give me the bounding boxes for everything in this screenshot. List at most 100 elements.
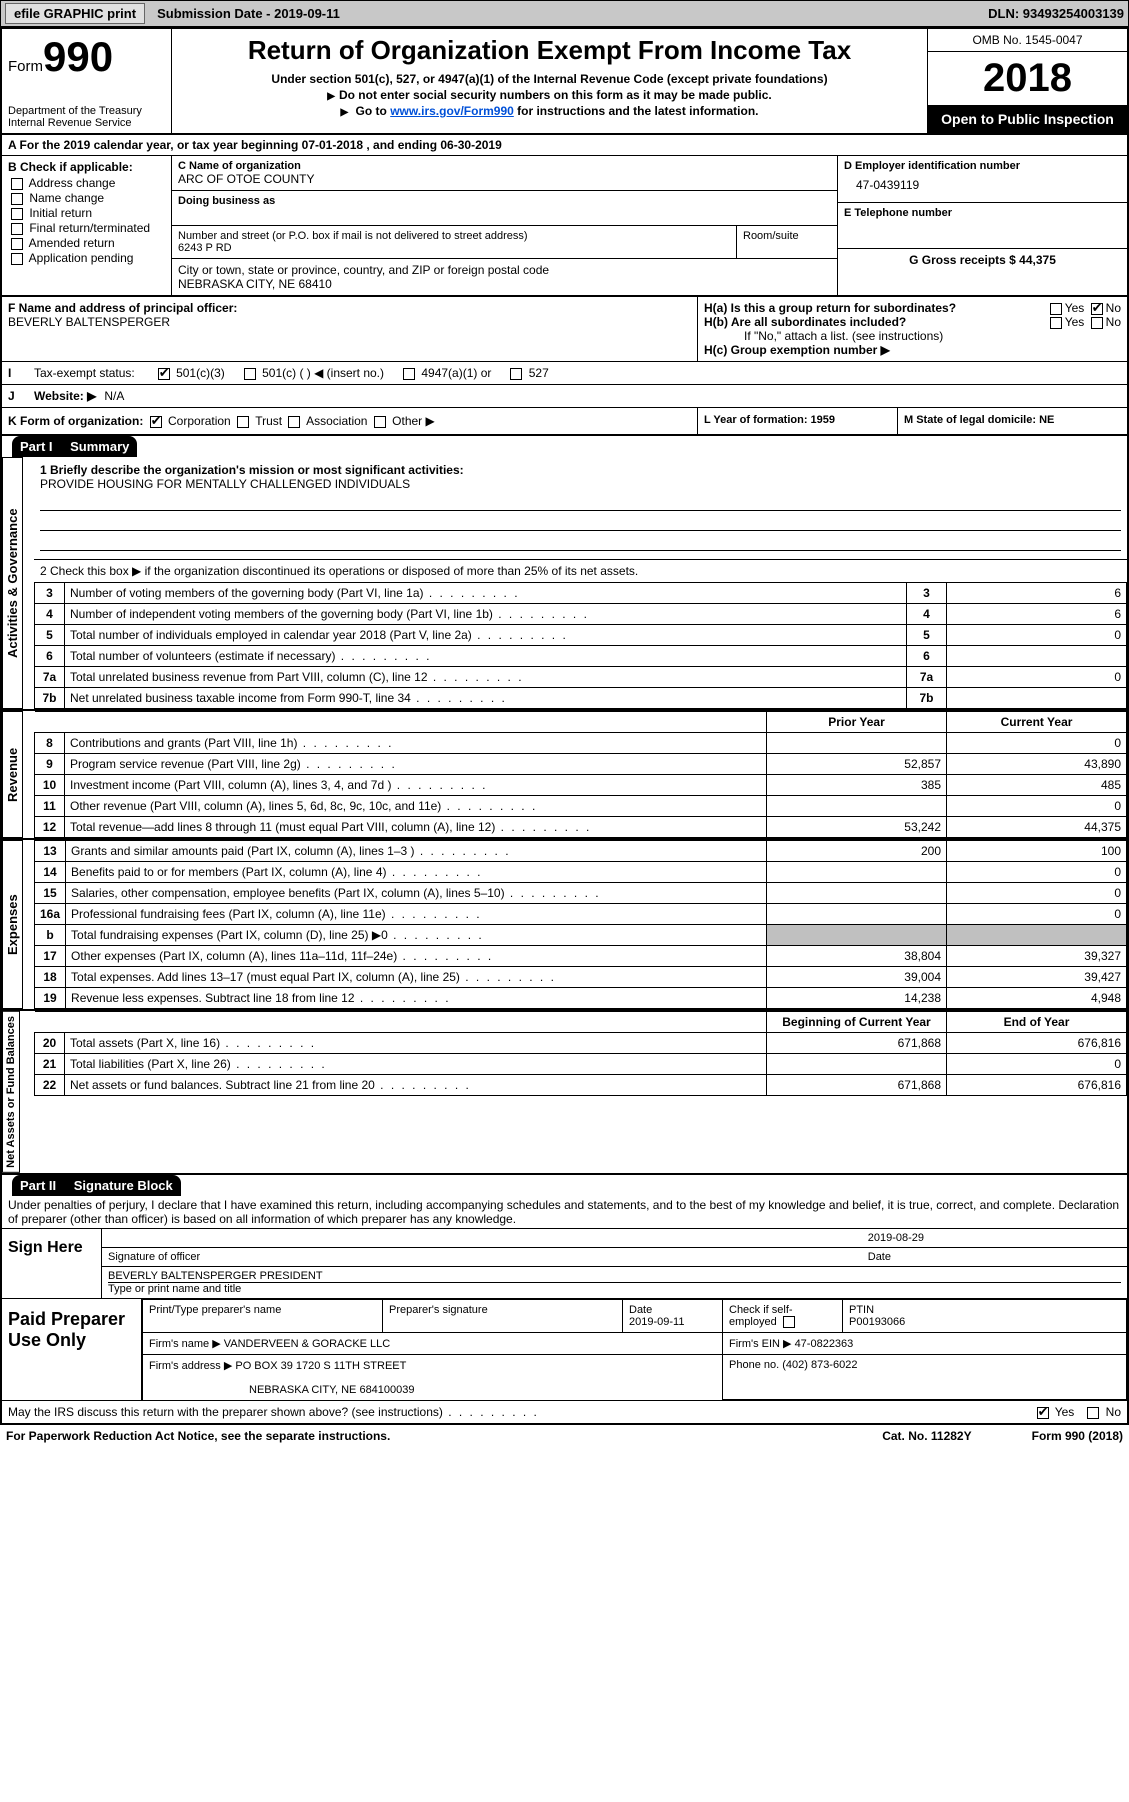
beginning-value: 671,868 bbox=[767, 1075, 947, 1096]
governance-block: Activities & Governance 1 Briefly descri… bbox=[2, 457, 1127, 711]
cb-trust[interactable] bbox=[237, 416, 249, 428]
side-expenses: Expenses bbox=[2, 840, 23, 1009]
cb-address-change[interactable]: Address change bbox=[8, 176, 165, 190]
instructions-link[interactable]: www.irs.gov/Form990 bbox=[390, 104, 514, 118]
expenses-table: 13 Grants and similar amounts paid (Part… bbox=[34, 840, 1127, 1009]
prior-year-value bbox=[767, 925, 947, 946]
prior-year-value: 53,242 bbox=[767, 817, 947, 838]
line-number: 18 bbox=[35, 967, 66, 988]
line-number: 6 bbox=[35, 646, 65, 667]
cb-4947[interactable] bbox=[403, 368, 415, 380]
side-revenue: Revenue bbox=[2, 711, 23, 838]
end-value: 676,816 bbox=[947, 1075, 1127, 1096]
cb-application-pending[interactable]: Application pending bbox=[8, 251, 165, 265]
sig-date-label: Date bbox=[868, 1251, 1121, 1263]
hb-no: No bbox=[1106, 315, 1121, 329]
prior-year-header: Prior Year bbox=[767, 712, 947, 733]
address-row: Number and street (or P.O. box if mail i… bbox=[172, 226, 837, 259]
mission-block: 1 Briefly describe the organization's mi… bbox=[34, 457, 1127, 560]
line-label: Number of independent voting members of … bbox=[65, 604, 907, 625]
cb-corporation[interactable] bbox=[150, 416, 162, 428]
phone-label: E Telephone number bbox=[844, 207, 1121, 219]
line-label: Total liabilities (Part X, line 26) bbox=[65, 1054, 767, 1075]
cb-initial-return[interactable]: Initial return bbox=[8, 206, 165, 220]
end-value: 676,816 bbox=[947, 1033, 1127, 1054]
org-name-cell: C Name of organization ARC OF OTOE COUNT… bbox=[172, 156, 837, 191]
line-number: 19 bbox=[35, 988, 66, 1009]
line-value: 6 bbox=[947, 583, 1127, 604]
cb-527[interactable] bbox=[510, 368, 522, 380]
line-label: Net assets or fund balances. Subtract li… bbox=[65, 1075, 767, 1096]
dba-label: Doing business as bbox=[178, 195, 831, 207]
hb-yes: Yes bbox=[1065, 315, 1085, 329]
sig-officer-label: Signature of officer bbox=[108, 1251, 868, 1263]
hb-row: H(b) Are all subordinates included? Yes … bbox=[704, 315, 1121, 329]
sign-here-row: Sign Here 2019-08-29 Signature of office… bbox=[2, 1229, 1127, 1299]
line-box: 3 bbox=[907, 583, 947, 604]
cb-name-change[interactable]: Name change bbox=[8, 191, 165, 205]
ha-yes: Yes bbox=[1065, 301, 1085, 315]
current-year-value: 39,327 bbox=[947, 946, 1127, 967]
part1-label: Part I bbox=[20, 439, 53, 454]
beginning-value bbox=[767, 1054, 947, 1075]
efile-print-button[interactable]: efile GRAPHIC print bbox=[5, 3, 145, 24]
line-number: 13 bbox=[35, 841, 66, 862]
omb-number: OMB No. 1545-0047 bbox=[928, 29, 1127, 52]
year-formation: L Year of formation: 1959 bbox=[697, 408, 897, 434]
col-b-header: B Check if applicable: bbox=[8, 160, 165, 174]
current-year-value: 4,948 bbox=[947, 988, 1127, 1009]
col-c-org-info: C Name of organization ARC OF OTOE COUNT… bbox=[172, 156, 837, 295]
prior-year-value: 39,004 bbox=[767, 967, 947, 988]
line-number: 10 bbox=[35, 775, 65, 796]
cb-association[interactable] bbox=[288, 416, 300, 428]
hc-label: H(c) Group exemption number ▶ bbox=[704, 343, 1121, 357]
paperwork-notice: For Paperwork Reduction Act Notice, see … bbox=[0, 1425, 1129, 1447]
dept-treasury: Department of the Treasury Internal Reve… bbox=[8, 105, 165, 129]
part1-title: Summary bbox=[70, 439, 129, 454]
line-label: Program service revenue (Part VIII, line… bbox=[65, 754, 767, 775]
revenue-table: Prior Year Current Year8 Contributions a… bbox=[34, 711, 1127, 838]
expenses-block: Expenses 13 Grants and similar amounts p… bbox=[2, 840, 1127, 1011]
firm-phone: (402) 873-6022 bbox=[782, 1359, 857, 1371]
line-label: Other revenue (Part VIII, column (A), li… bbox=[65, 796, 767, 817]
gross-receipts-cell: G Gross receipts $ 44,375 bbox=[838, 249, 1127, 295]
cb-discuss-no[interactable] bbox=[1087, 1407, 1099, 1419]
dept-line1: Department of the Treasury bbox=[8, 105, 165, 117]
line-value bbox=[947, 646, 1127, 667]
line-label: Total number of volunteers (estimate if … bbox=[65, 646, 907, 667]
part2-header: Part II Signature Block bbox=[12, 1175, 181, 1196]
hb-note: If "No," attach a list. (see instruction… bbox=[704, 329, 1121, 343]
prep-name-label: Print/Type preparer's name bbox=[143, 1299, 383, 1332]
line-label: Professional fundraising fees (Part IX, … bbox=[66, 904, 767, 925]
section-bcd: B Check if applicable: Address change Na… bbox=[2, 156, 1127, 297]
line-number: b bbox=[35, 925, 66, 946]
org-name-value: ARC OF OTOE COUNTY bbox=[178, 172, 831, 186]
cb-final-return[interactable]: Final return/terminated bbox=[8, 221, 165, 235]
line-number: 11 bbox=[35, 796, 65, 817]
current-year-value: 0 bbox=[947, 733, 1127, 754]
line-label: Total revenue—add lines 8 through 11 (mu… bbox=[65, 817, 767, 838]
cb-501c3[interactable] bbox=[158, 368, 170, 380]
line-label: Grants and similar amounts paid (Part IX… bbox=[66, 841, 767, 862]
ein-label: D Employer identification number bbox=[844, 160, 1121, 172]
preparer-grid: Print/Type preparer's name Preparer's si… bbox=[142, 1299, 1127, 1401]
current-year-value bbox=[947, 925, 1127, 946]
line-box: 7a bbox=[907, 667, 947, 688]
cb-other[interactable] bbox=[374, 416, 386, 428]
line-label: Other expenses (Part IX, column (A), lin… bbox=[66, 946, 767, 967]
cb-discuss-yes[interactable] bbox=[1037, 1407, 1049, 1419]
part2-label: Part II bbox=[20, 1178, 56, 1193]
k-label: K Form of organization: bbox=[8, 414, 143, 428]
city-value: NEBRASKA CITY, NE 68410 bbox=[178, 277, 831, 291]
cb-amended-return[interactable]: Amended return bbox=[8, 236, 165, 250]
line-number: 8 bbox=[35, 733, 65, 754]
part1-header: Part I Summary bbox=[12, 436, 137, 457]
sig-date-value: 2019-08-29 bbox=[868, 1232, 1121, 1244]
netassets-table: Beginning of Current Year End of Year20 … bbox=[34, 1011, 1127, 1096]
cb-501c[interactable] bbox=[244, 368, 256, 380]
subtitle-1: Under section 501(c), 527, or 4947(a)(1)… bbox=[182, 72, 917, 86]
line-label: Contributions and grants (Part VIII, lin… bbox=[65, 733, 767, 754]
group-return-block: H(a) Is this a group return for subordin… bbox=[697, 297, 1127, 361]
paid-preparer-row: Paid Preparer Use Only Print/Type prepar… bbox=[2, 1299, 1127, 1401]
beginning-value: 671,868 bbox=[767, 1033, 947, 1054]
